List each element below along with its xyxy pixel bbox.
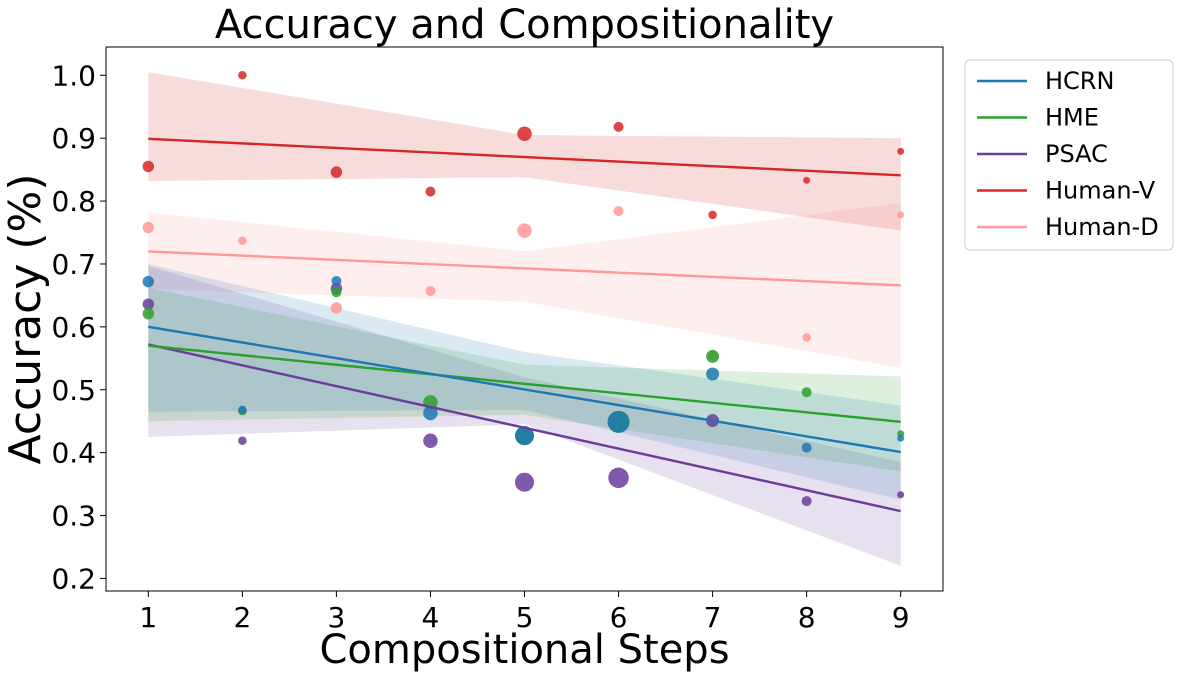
psac-point <box>801 496 812 507</box>
axis-ticks: 1 2 3 4 5 6 7 8 9 0.2 0.3 0.4 0.5 0.6 0.7 0.8 0.9 1.0 <box>51 59 909 634</box>
legend-label-psac: PSAC <box>1045 140 1108 168</box>
hme-point <box>331 287 342 298</box>
y-tick-label: 0.4 <box>51 437 96 470</box>
psac-point <box>142 298 155 310</box>
hcrn-point <box>801 442 812 453</box>
legend-label-hcrn: HCRN <box>1045 67 1114 95</box>
psac-point <box>238 436 247 445</box>
psac-confidence-band <box>148 265 901 566</box>
x-tick-label: 1 <box>139 601 157 634</box>
human-v-fit-line <box>148 137 901 177</box>
legend-box <box>964 59 1174 251</box>
human-d-point <box>330 302 343 314</box>
human-v-confidence-band <box>148 72 901 231</box>
x-tick-label: 5 <box>516 601 534 634</box>
y-axis-label: Accuracy (%) <box>0 173 51 464</box>
hcrn-confidence-band <box>148 264 901 500</box>
x-tick-label: 7 <box>704 601 722 634</box>
legend: HCRN HME PSAC Human-V Human-D <box>964 59 1174 251</box>
hcrn-point <box>706 367 720 381</box>
hme-point <box>142 307 155 320</box>
legend-label-hme: HME <box>1045 104 1099 132</box>
human-d-point <box>142 221 155 234</box>
x-axis-label: Compositional Steps <box>319 627 729 673</box>
hme-point <box>706 349 720 363</box>
x-tick-label: 3 <box>327 601 345 634</box>
human-d-point <box>238 236 247 245</box>
y-tick-label: 0.8 <box>51 185 96 218</box>
human-d-confidence-band <box>148 203 901 368</box>
y-tick-label: 0.5 <box>51 374 96 407</box>
legend-label-human-v: Human-V <box>1045 177 1156 205</box>
human-d-point <box>425 286 436 297</box>
y-tick-label: 0.2 <box>51 562 96 595</box>
y-tick-label: 0.9 <box>51 122 96 155</box>
legend-label-human-d: Human-D <box>1045 213 1159 241</box>
psac-fit-line <box>148 343 901 513</box>
hcrn-point <box>142 275 155 288</box>
x-tick-label: 8 <box>798 601 816 634</box>
psac-point <box>897 491 905 499</box>
human-v-point <box>897 147 905 155</box>
plot-area <box>142 71 905 566</box>
hme-fit-line <box>148 344 901 424</box>
human-v-point <box>330 166 343 178</box>
human-v-point <box>238 71 247 80</box>
psac-point <box>608 467 629 489</box>
human-d-point <box>517 223 532 238</box>
y-tick-label: 0.6 <box>51 311 96 344</box>
psac-point <box>515 472 534 492</box>
psac-point <box>423 433 438 448</box>
x-tick-label: 9 <box>892 601 910 634</box>
hcrn-point <box>423 405 438 421</box>
hcrn-point <box>331 275 342 286</box>
hme-point <box>801 387 812 398</box>
x-tick-label: 2 <box>233 601 251 634</box>
human-d-point <box>802 333 811 342</box>
x-tick-label: 4 <box>422 601 440 634</box>
hcrn-point <box>897 434 905 442</box>
chart-title: Accuracy and Compositionality <box>215 2 834 48</box>
hcrn-point <box>607 410 630 433</box>
hcrn-point <box>515 426 534 446</box>
human-v-point <box>803 176 811 184</box>
y-tick-label: 0.3 <box>51 500 96 533</box>
hcrn-point <box>238 405 247 415</box>
human-d-point <box>897 211 905 219</box>
x-tick-label: 6 <box>610 601 628 634</box>
human-v-point <box>708 210 717 220</box>
y-tick-label: 1.0 <box>51 59 96 92</box>
hcrn-fit-line <box>148 325 901 454</box>
human-v-point <box>142 160 155 173</box>
human-d-point <box>613 206 624 217</box>
human-v-point <box>517 126 532 142</box>
human-d-fit-line <box>148 250 901 287</box>
human-v-point <box>613 121 624 132</box>
human-v-point <box>425 186 436 197</box>
y-tick-label: 0.7 <box>51 248 96 281</box>
